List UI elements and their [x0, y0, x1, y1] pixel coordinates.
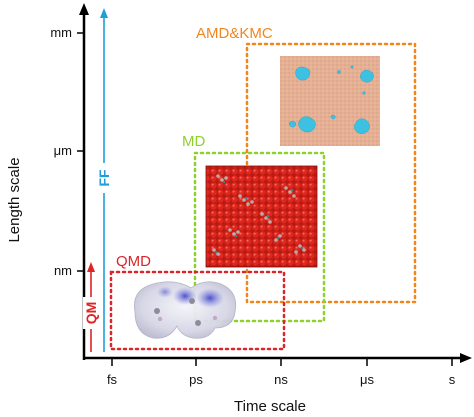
x-tick-label-ns: ns	[274, 372, 288, 387]
kmc-surface-image	[280, 56, 380, 146]
x-axis-title: Time scale	[234, 398, 306, 415]
x-tick-label-fs: fs	[107, 372, 118, 387]
y-axis-title: Length scale	[6, 157, 23, 242]
qm-label-backdrop	[83, 297, 99, 329]
amd-kmc-label: AMD&KMC	[196, 25, 273, 42]
qm-label: QM	[83, 302, 99, 325]
y-tick-label-nm: nm	[54, 263, 72, 278]
x-tick-label-us: μs	[360, 372, 374, 387]
md-snapshot-image	[205, 165, 318, 268]
y-axis-arrowhead	[79, 3, 89, 15]
qmd-electron-density-image	[134, 281, 237, 339]
qmd-label: QMD	[116, 253, 151, 270]
md-region	[193, 151, 326, 323]
x-tick-label-ps: ps	[189, 372, 203, 387]
qmd-region	[109, 270, 286, 351]
ff-label: FF	[96, 169, 112, 187]
y-tick-label-um: μm	[54, 143, 72, 158]
y-tick-label-mm: mm	[50, 25, 72, 40]
x-tick-label-s: s	[449, 372, 456, 387]
x-axis-arrowhead	[460, 353, 472, 363]
md-label: MD	[182, 133, 205, 150]
ff-label-backdrop	[96, 163, 112, 193]
